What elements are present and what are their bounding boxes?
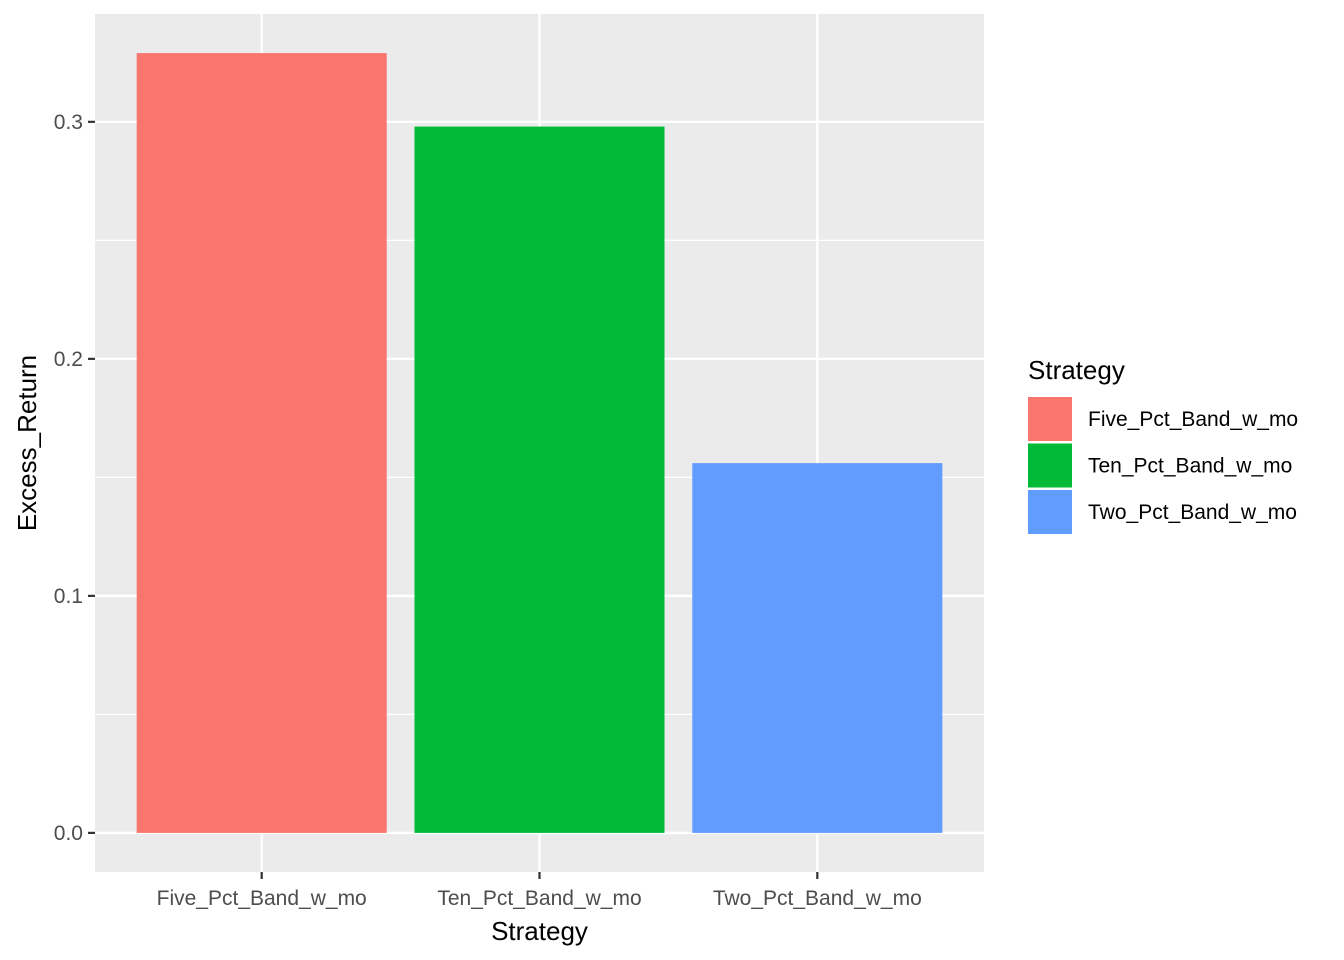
legend-key xyxy=(1028,490,1072,534)
legend-items: Five_Pct_Band_w_mo Ten_Pct_Band_w_mo Two_P… xyxy=(1028,397,1298,534)
legend-label: Five_Pct_Band_w_mo xyxy=(1088,408,1298,431)
y-tick-label: 0.1 xyxy=(54,585,83,608)
x-tick-label: Two_Pct_Band_w_mo xyxy=(713,887,922,910)
y-axis-title: Excess_Return xyxy=(12,355,42,531)
bar xyxy=(136,53,387,833)
legend: Strategy Five_Pct_Band_w_mo Ten_Pct_Band_… xyxy=(1028,355,1298,534)
x-axis-ticks: Five_Pct_Band_w_mo Ten_Pct_Band_w_mo Two_P… xyxy=(157,872,922,910)
x-tick-label: Ten_Pct_Band_w_mo xyxy=(437,887,641,910)
y-tick-label: 0.2 xyxy=(54,348,83,371)
x-axis-title: Strategy xyxy=(491,916,588,946)
legend-title: Strategy xyxy=(1028,355,1125,385)
bars xyxy=(136,53,943,833)
y-axis-ticks: 0.0 0.1 0.2 0.3 xyxy=(54,111,95,845)
bar xyxy=(692,463,943,833)
legend-label: Two_Pct_Band_w_mo xyxy=(1088,501,1297,524)
y-tick-label: 0.3 xyxy=(54,111,83,134)
bar xyxy=(414,126,665,833)
legend-label: Ten_Pct_Band_w_mo xyxy=(1088,455,1292,478)
legend-key xyxy=(1028,397,1072,441)
y-tick-label: 0.0 xyxy=(54,822,83,845)
x-tick-label: Five_Pct_Band_w_mo xyxy=(157,887,367,910)
legend-key xyxy=(1028,443,1072,488)
